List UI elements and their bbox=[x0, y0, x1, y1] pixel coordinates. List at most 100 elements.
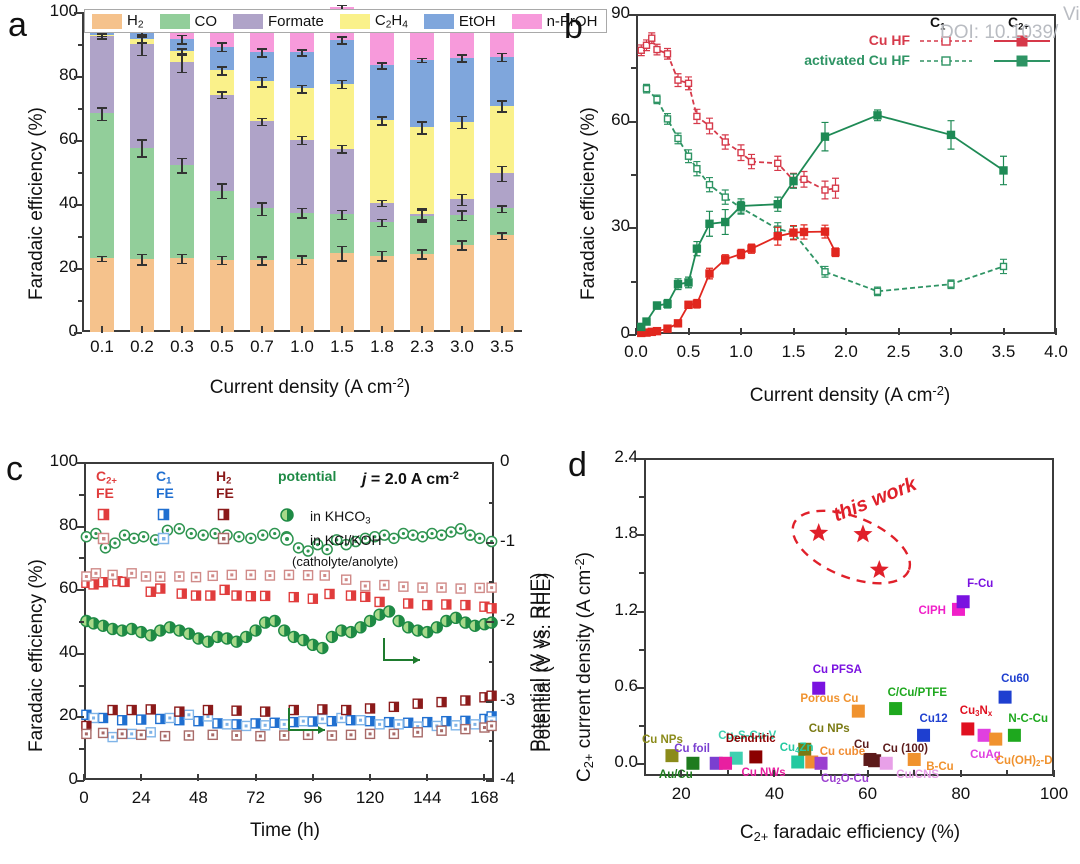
legend-swatch-CO bbox=[159, 13, 190, 29]
right-axis-arrow-head bbox=[413, 656, 420, 664]
bar-segment-C2H4 bbox=[449, 121, 475, 200]
data-point bbox=[642, 41, 651, 49]
panel-b-y-tick-90: 90 bbox=[611, 3, 630, 22]
bar-segment-H2 bbox=[169, 258, 195, 332]
panel-d-x-tickmark-60 bbox=[866, 770, 869, 777]
panel-a-x-tickmark-0.7 bbox=[261, 326, 263, 333]
panel-a-label: a bbox=[8, 6, 27, 44]
panel-b-x-tick-0.5: 0.5 bbox=[676, 342, 701, 361]
panel-a: a Faradaic efficiency (%) Current densit… bbox=[0, 0, 608, 432]
data-label-Cu2O-Cu: Cu2O-Cu bbox=[821, 773, 869, 787]
panel-b-x-tick-2.5: 2.5 bbox=[886, 342, 911, 361]
panel-c-y-tick-right-0: 0 bbox=[500, 451, 510, 470]
bar-segment-EtOH bbox=[489, 56, 515, 106]
panel-b-x-tick-0.0: 0.0 bbox=[624, 342, 648, 361]
panel-b-y-tick-60: 60 bbox=[611, 109, 630, 129]
data-point bbox=[653, 45, 661, 54]
panel-a-x-tickmark-0.3 bbox=[181, 326, 183, 333]
panel-a-y-minortick bbox=[78, 108, 82, 110]
watermark-view: View bbox=[1063, 4, 1080, 25]
panel-c-y-tickmark-20 bbox=[76, 716, 84, 719]
panel-b-x-axis-title-sup: -2 bbox=[932, 383, 944, 398]
data-point-Dendritic bbox=[749, 750, 763, 764]
legend-marker-c2plus bbox=[994, 35, 1050, 47]
data-point-Cu2O-Cu bbox=[814, 756, 828, 770]
panel-c: c Faradaic efficiency (%) Potential (V v… bbox=[0, 432, 549, 864]
bar-segment-EtOH bbox=[369, 65, 395, 121]
bar-segment-EtOH bbox=[409, 59, 435, 128]
panel-c-y-tickmark-60 bbox=[76, 589, 84, 592]
panel-d-plot-area: Cu NPs Au/Cu Cu foil Cu2S-Cu-V Cu NWs Dendrit… bbox=[642, 458, 1054, 786]
data-label-Cu2S-Cu-V: Cu2S-Cu-V bbox=[718, 730, 777, 744]
data-label-Cu3Nx: Cu3Nx bbox=[959, 704, 993, 718]
bar-segment-CO bbox=[129, 147, 155, 260]
panel-c-y-minortick-right bbox=[489, 740, 494, 743]
panel-c-x-tickmark-168 bbox=[483, 774, 486, 781]
panel-d-y-tickmark-1.2 bbox=[636, 610, 644, 613]
panel-c-x-tickmark-24 bbox=[140, 774, 143, 781]
panel-b-x-tickmark-4.0 bbox=[1055, 328, 1057, 335]
data-point bbox=[705, 122, 714, 130]
series-Cu-HF-C2- bbox=[637, 224, 840, 338]
panel-b-x-tickmark-3.5 bbox=[1002, 328, 1005, 335]
panel-c-x-tick-72: 72 bbox=[246, 788, 266, 807]
table-row bbox=[89, 12, 115, 332]
bar-segment-CO bbox=[89, 113, 115, 259]
watermark-doi: DOI: 10.1039/ bbox=[940, 22, 1059, 43]
data-point bbox=[736, 201, 746, 211]
data-label-Cu-OH-2-D: Cu(OH)2-D bbox=[995, 755, 1053, 769]
panel-a-x-tickmark-1.8 bbox=[381, 326, 383, 333]
legend-marker-0-1 bbox=[97, 532, 110, 545]
panel-a-x-tick-0.2: 0.2 bbox=[130, 337, 154, 356]
panel-b-x-axis-title-text: Current density (A cm bbox=[749, 384, 933, 406]
panel-c-y-tick-40: 40 bbox=[59, 641, 78, 661]
panel-a-x-tickmark-3.5 bbox=[501, 326, 503, 333]
bar-segment-Formate bbox=[329, 148, 355, 215]
legend-header-c1: C1 bbox=[930, 14, 946, 33]
table-row bbox=[449, 12, 475, 332]
panel-a-y-tickmark-40 bbox=[74, 204, 82, 206]
legend-label-activated-Cu-HF: activated Cu HF bbox=[804, 52, 910, 68]
panel-a-x-tick-0.7: 0.7 bbox=[250, 337, 274, 356]
bar-segment-H2 bbox=[209, 259, 235, 332]
panel-a-y-tickmark-60 bbox=[74, 140, 82, 142]
legend-marker-potential-1 bbox=[280, 532, 294, 546]
bar-segment-EtOH bbox=[289, 52, 315, 89]
panel-c-y-tick-right-neg3: -3 bbox=[500, 689, 516, 709]
panel-c-y-minortick-right bbox=[489, 501, 494, 504]
panel-d-y-axis-title-extra: Potential (V vs. RHE) bbox=[534, 572, 555, 753]
panel-c-x-tick-120: 120 bbox=[355, 788, 385, 807]
bar-segment-Formate bbox=[369, 202, 395, 223]
bar-segment-CO bbox=[209, 190, 235, 260]
panel-b-legend: C1 C2+ Cu HF activated Cu HF bbox=[780, 14, 1060, 76]
panel-b-series-layer bbox=[637, 32, 1008, 338]
bar-segment-H2 bbox=[409, 253, 435, 332]
data-point bbox=[663, 324, 672, 333]
legend-label-Cu-HF: Cu HF bbox=[868, 32, 910, 48]
panel-b-y-tickmark-30 bbox=[628, 227, 636, 230]
panel-b-x-tickmark-3.0 bbox=[950, 328, 952, 335]
data-point-C-Cu-PTFE bbox=[889, 702, 903, 716]
data-point bbox=[800, 175, 808, 184]
legend-swatch-EtOH bbox=[423, 13, 454, 29]
series-Cu-HF-C1 bbox=[637, 32, 840, 200]
panel-b-x-tickmark-1.5 bbox=[792, 328, 795, 335]
panel-b-x-tick-4.0: 4.0 bbox=[1044, 342, 1068, 361]
panel-d-x-tick-40: 40 bbox=[764, 784, 784, 803]
panel-d-y-minortick bbox=[639, 725, 644, 728]
legend-marker-c1 bbox=[920, 56, 972, 66]
data-point bbox=[821, 268, 829, 276]
data-label-N-C-Cu: N-C-Cu bbox=[1008, 713, 1048, 726]
data-point bbox=[873, 111, 882, 120]
panel-d-y-tick-1.8: 1.8 bbox=[614, 523, 638, 543]
data-label-B-Cu: B-Cu bbox=[926, 761, 954, 774]
bar-segment-Formate bbox=[169, 62, 195, 165]
data-point bbox=[673, 319, 683, 328]
panel-b-plot-area bbox=[636, 14, 1056, 338]
panel-c-x-tickmark-144 bbox=[426, 774, 429, 781]
table-row bbox=[329, 7, 355, 332]
data-point bbox=[747, 157, 756, 166]
legend-header-c2plus: C2+ bbox=[1008, 14, 1029, 33]
data-point bbox=[693, 112, 701, 121]
bar-segment-EtOH bbox=[209, 46, 235, 71]
